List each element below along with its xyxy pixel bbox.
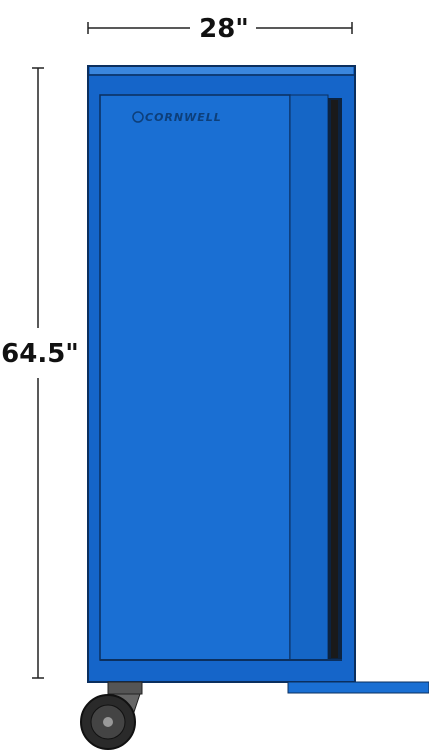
door — [99, 94, 291, 661]
logo-mark — [132, 111, 144, 123]
height-label: 64.5" — [1, 339, 79, 369]
caster-plate — [107, 681, 143, 695]
brand-logo: CORNWELL — [145, 111, 222, 124]
handle — [331, 100, 338, 658]
side-panel — [289, 94, 329, 661]
side-shelf — [287, 681, 429, 694]
cabinet-top — [90, 67, 353, 74]
width-label: 28" — [199, 14, 249, 44]
caster-axle — [103, 717, 113, 727]
